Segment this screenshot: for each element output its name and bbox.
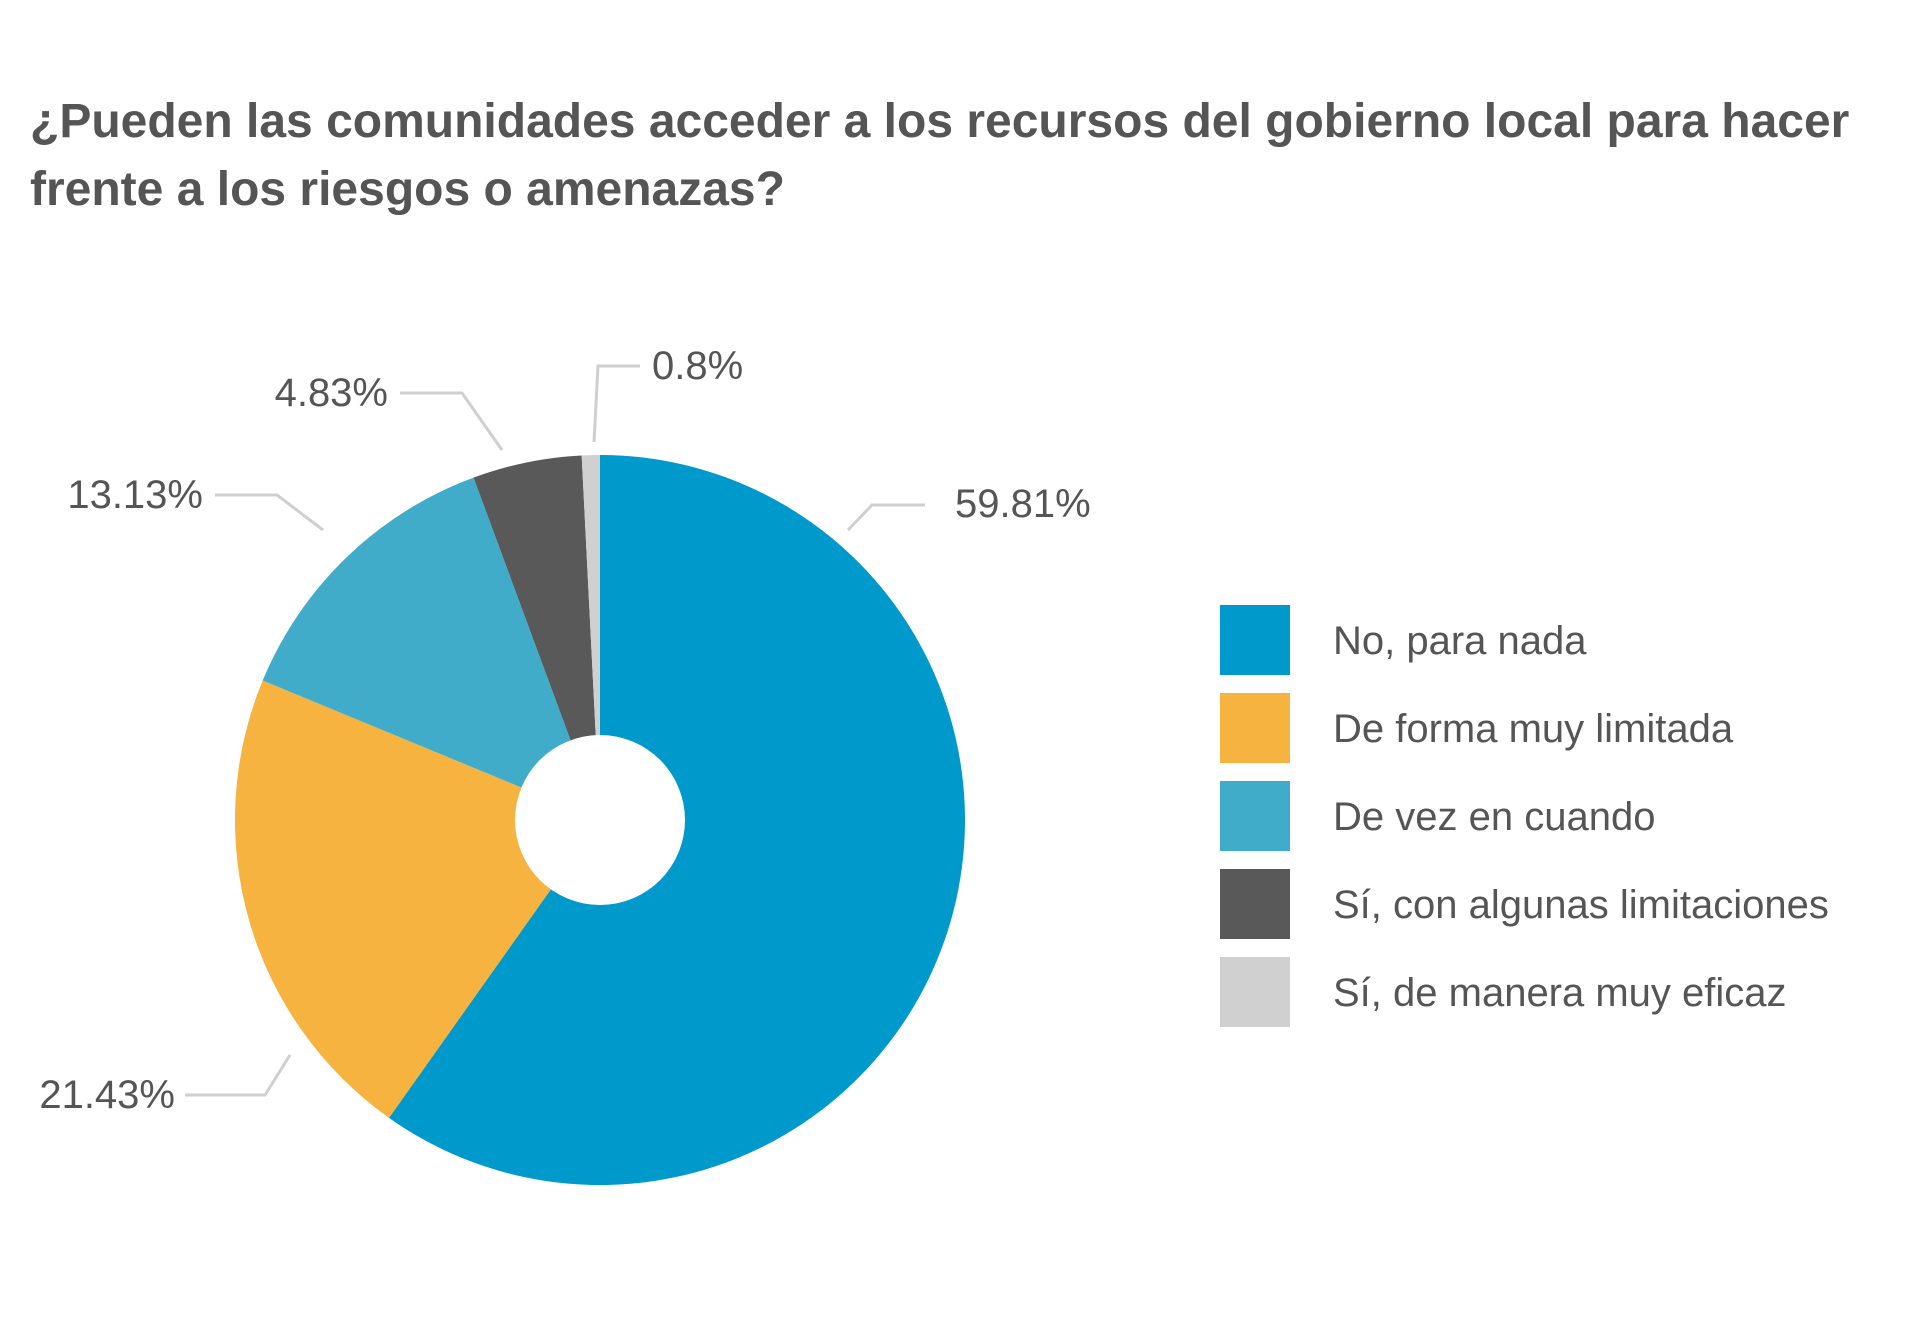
legend-label-de-forma-muy-limitada: De forma muy limitada	[1333, 707, 1734, 751]
legend-item-no-para-nada: No, para nada	[1220, 605, 1587, 675]
leader-lines-group	[185, 364, 925, 1097]
slice-de-vez-en-cuando	[262, 477, 600, 820]
data-label-de-vez-en-cuando: 13.13%	[67, 473, 203, 517]
legend-label-no-para-nada: No, para nada	[1333, 619, 1587, 663]
data-label-no-para-nada: 59.81%	[955, 482, 1091, 526]
leader-line-si-de-manera-muy-eficaz	[592, 364, 640, 443]
leader-line-no-para-nada	[846, 503, 925, 532]
legend-label-si-de-manera-muy-eficaz: Sí, de manera muy eficaz	[1333, 971, 1787, 1015]
data-label-si-de-manera-muy-eficaz: 0.8%	[652, 344, 743, 388]
slice-labels-group: 59.81% 21.43% 13.13% 4.83% 0.8%	[39, 344, 1090, 1117]
legend-item-si-con-algunas-limitaciones: Sí, con algunas limitaciones	[1220, 869, 1829, 939]
data-label-de-forma-muy-limitada: 21.43%	[39, 1073, 175, 1117]
chart-title: ¿Pueden las comunidades acceder a los re…	[30, 95, 1850, 216]
legend-swatch-si-con-algunas-limitaciones	[1220, 869, 1290, 939]
legend-swatch-de-vez-en-cuando	[1220, 781, 1290, 851]
slice-de-forma-muy-limitada	[235, 680, 600, 1118]
legend-label-de-vez-en-cuando: De vez en cuando	[1333, 795, 1655, 839]
legend-item-si-de-manera-muy-eficaz: Sí, de manera muy eficaz	[1220, 957, 1787, 1027]
legend-swatch-no-para-nada	[1220, 605, 1290, 675]
legend-item-de-vez-en-cuando: De vez en cuando	[1220, 781, 1655, 851]
slice-si-de-manera-muy-eficaz	[581, 455, 600, 820]
leader-line-si-con-algunas-limitaciones	[400, 391, 504, 451]
slice-si-con-algunas-limitaciones	[473, 455, 600, 820]
data-label-si-con-algunas-limitaciones: 4.83%	[275, 371, 388, 415]
legend-swatch-si-de-manera-muy-eficaz	[1220, 957, 1290, 1027]
legend-swatch-de-forma-muy-limitada	[1220, 693, 1290, 763]
leader-line-de-forma-muy-limitada	[185, 1054, 292, 1097]
legend-item-de-forma-muy-limitada: De forma muy limitada	[1220, 693, 1734, 763]
leader-line-de-vez-en-cuando	[215, 493, 324, 532]
donut-hole	[515, 735, 685, 905]
legend-label-si-con-algunas-limitaciones: Sí, con algunas limitaciones	[1333, 883, 1829, 927]
legend: No, para nada De forma muy limitada De vez…	[1220, 605, 1829, 1027]
